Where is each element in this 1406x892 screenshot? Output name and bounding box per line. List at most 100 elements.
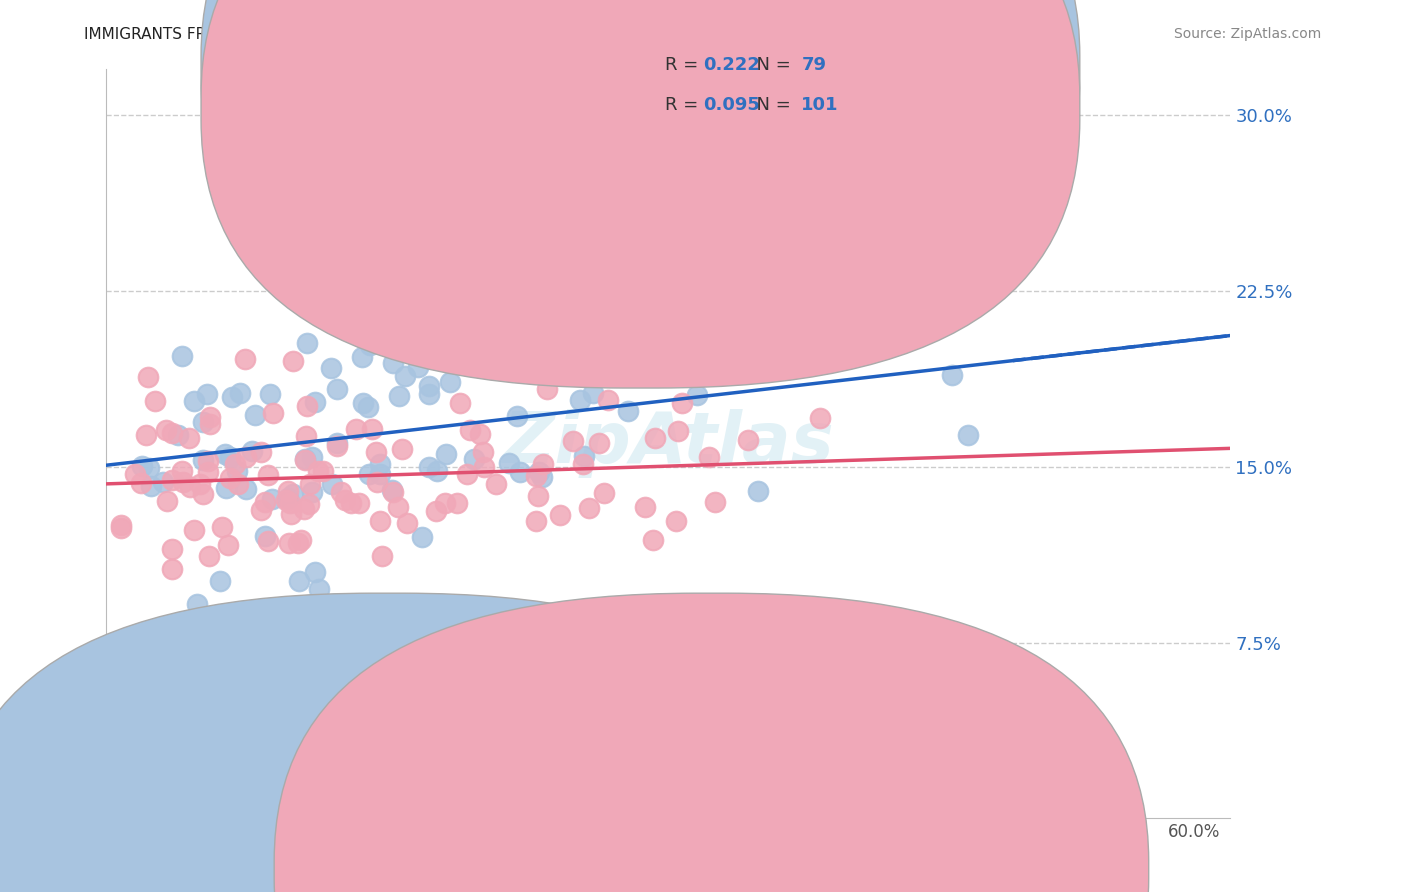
- Point: [294, 502, 316, 516]
- Point: [287, 535, 309, 549]
- Point: [136, 370, 159, 384]
- Point: [193, 415, 215, 429]
- Point: [357, 306, 380, 320]
- Point: [156, 493, 179, 508]
- Point: [299, 477, 322, 491]
- Text: R =: R =: [665, 96, 704, 114]
- Point: [550, 508, 572, 523]
- Point: [509, 465, 531, 479]
- Point: [326, 439, 349, 453]
- Text: 101: 101: [801, 96, 839, 114]
- Point: [956, 427, 979, 442]
- Point: [368, 467, 391, 481]
- Point: [370, 514, 392, 528]
- Point: [359, 337, 381, 351]
- Point: [226, 464, 249, 478]
- Point: [295, 335, 318, 350]
- Point: [215, 481, 238, 495]
- Point: [527, 465, 550, 479]
- Point: [179, 431, 201, 445]
- Point: [250, 503, 273, 517]
- Point: [526, 489, 548, 503]
- Point: [235, 483, 257, 497]
- Point: [366, 475, 388, 489]
- Point: [344, 422, 367, 436]
- Point: [352, 350, 374, 364]
- Point: [357, 400, 380, 414]
- Point: [458, 423, 481, 437]
- Point: [198, 417, 221, 431]
- Point: [288, 574, 311, 588]
- Point: [235, 450, 257, 465]
- Point: [131, 459, 153, 474]
- Point: [166, 427, 188, 442]
- Point: [418, 379, 440, 393]
- Point: [439, 375, 461, 389]
- Point: [468, 427, 491, 442]
- Point: [561, 434, 583, 449]
- Point: [941, 368, 963, 383]
- Point: [254, 529, 277, 543]
- Point: [304, 395, 326, 409]
- Point: [524, 514, 547, 528]
- Point: [686, 388, 709, 402]
- Point: [135, 428, 157, 442]
- Point: [218, 450, 240, 464]
- Point: [281, 354, 304, 368]
- Point: [595, 352, 617, 367]
- Point: [406, 359, 429, 374]
- Point: [588, 436, 610, 450]
- Point: [308, 582, 330, 596]
- Point: [434, 496, 457, 510]
- Point: [665, 514, 688, 528]
- Point: [262, 406, 284, 420]
- Point: [747, 484, 769, 499]
- Point: [498, 456, 520, 470]
- Point: [260, 492, 283, 507]
- Point: [240, 444, 263, 458]
- Point: [634, 500, 657, 514]
- Point: [172, 475, 194, 489]
- Point: [186, 597, 208, 611]
- Point: [217, 538, 239, 552]
- Text: N =: N =: [745, 56, 797, 74]
- Point: [188, 477, 211, 491]
- Point: [155, 423, 177, 437]
- Point: [233, 351, 256, 366]
- Point: [644, 431, 666, 445]
- Point: [329, 485, 352, 500]
- Point: [578, 500, 600, 515]
- Point: [387, 500, 409, 514]
- Point: [388, 389, 411, 403]
- Point: [396, 516, 419, 530]
- Point: [697, 450, 720, 464]
- Point: [145, 394, 167, 409]
- Point: [536, 382, 558, 396]
- Point: [197, 465, 219, 479]
- Point: [172, 349, 194, 363]
- Point: [703, 495, 725, 509]
- Point: [581, 386, 603, 401]
- Point: [274, 493, 297, 508]
- Point: [249, 445, 271, 459]
- Point: [326, 382, 349, 396]
- Point: [297, 497, 319, 511]
- Point: [335, 492, 357, 507]
- Point: [456, 467, 478, 482]
- Point: [280, 508, 302, 522]
- Text: IMMIGRANTS FROM HAITI VS IMMIGRANTS FROM SOUTH AMERICA SENIORS POVERTY OVER THE : IMMIGRANTS FROM HAITI VS IMMIGRANTS FROM…: [84, 27, 1073, 42]
- Point: [221, 390, 243, 404]
- Point: [371, 549, 394, 563]
- Point: [311, 464, 333, 478]
- Point: [572, 457, 595, 471]
- Point: [485, 476, 508, 491]
- Point: [160, 562, 183, 576]
- Point: [391, 442, 413, 456]
- Point: [531, 457, 554, 471]
- Point: [256, 533, 278, 548]
- Point: [506, 409, 529, 424]
- Point: [304, 565, 326, 579]
- Point: [295, 429, 318, 443]
- Point: [333, 318, 356, 333]
- Point: [218, 470, 240, 484]
